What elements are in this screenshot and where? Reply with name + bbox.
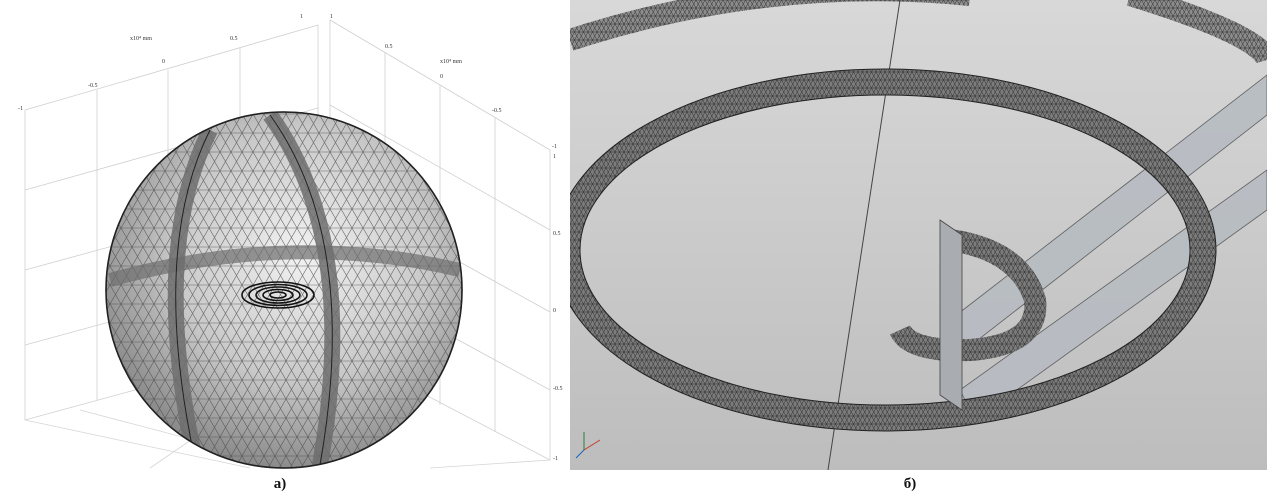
- main-ring: [570, 68, 1217, 432]
- axis-label-x: x10⁴ mm: [130, 36, 152, 42]
- tick-x-4: 1: [300, 14, 303, 20]
- figure-panel-a: x10⁴ mm x10⁴ mm -1 -0.5 0 0.5 1 1 0.5 0 …: [0, 0, 563, 470]
- spiral-coil: [241, 281, 315, 309]
- tick-x-3: 0.5: [230, 36, 238, 42]
- figure-panel-b: [570, 0, 1267, 470]
- ring-mesh-figure: [570, 0, 1267, 470]
- tick-z-0: 1: [553, 154, 556, 160]
- tick-y-2: 0: [440, 74, 443, 80]
- tick-z-4: -1: [553, 456, 558, 462]
- tick-z-1: 0.5: [553, 231, 561, 237]
- sphere-mesh-figure: x10⁴ mm x10⁴ mm -1 -0.5 0 0.5 1 1 0.5 0 …: [18, 14, 563, 469]
- outer-ring-segment: [570, 0, 1267, 65]
- tick-y-4: -1: [552, 144, 557, 150]
- tick-y-0: 1: [330, 14, 333, 20]
- caption-a: а): [273, 476, 287, 492]
- inner-spiral-turn: [889, 219, 1047, 411]
- tick-y-1: 0.5: [385, 44, 393, 50]
- axes-triad-icon: [575, 432, 601, 459]
- tick-x-0: -1: [18, 106, 23, 112]
- tick-z-2: 0: [553, 308, 556, 314]
- tick-z-3: -0.5: [553, 386, 563, 392]
- tick-x-1: -0.5: [88, 83, 98, 89]
- caption-b: б): [903, 476, 917, 492]
- axis-label-y: x10⁴ mm: [440, 59, 462, 65]
- tick-x-2: 0: [162, 59, 165, 65]
- tick-y-3: -0.5: [492, 108, 502, 114]
